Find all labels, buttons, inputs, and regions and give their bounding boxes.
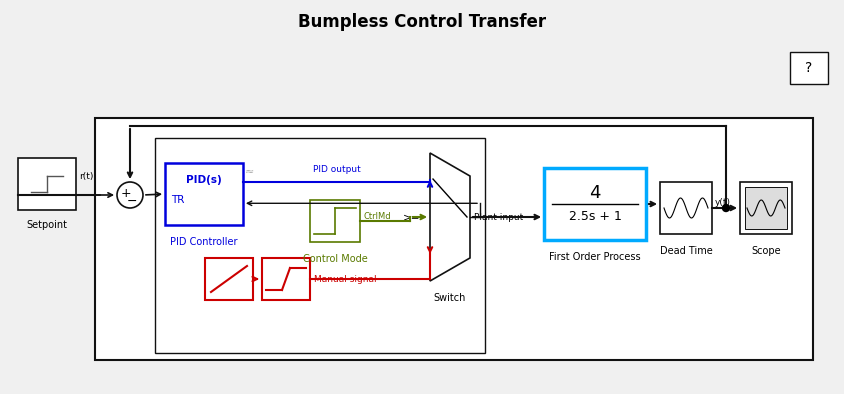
Text: y(t): y(t) — [715, 197, 731, 206]
Circle shape — [722, 204, 729, 212]
Text: PID Controller: PID Controller — [170, 237, 238, 247]
Text: 2.5s + 1: 2.5s + 1 — [569, 210, 621, 223]
Polygon shape — [430, 153, 470, 281]
Bar — [18, 158, 76, 210]
Text: Manual signal: Manual signal — [314, 275, 376, 284]
Bar — [790, 52, 828, 84]
Bar — [310, 200, 360, 242]
Text: Scope: Scope — [751, 246, 781, 256]
Bar — [740, 182, 792, 234]
Text: Control Mode: Control Mode — [303, 254, 367, 264]
Bar — [745, 187, 787, 229]
Circle shape — [117, 182, 143, 208]
Bar — [262, 258, 310, 300]
Bar — [165, 163, 243, 225]
Text: Setpoint: Setpoint — [26, 220, 68, 230]
Bar — [95, 118, 813, 360]
Text: PID output: PID output — [312, 165, 360, 174]
Text: Bumpless Control Transfer: Bumpless Control Transfer — [298, 13, 546, 31]
Text: Switch: Switch — [434, 293, 466, 303]
Text: −: − — [127, 195, 138, 208]
Text: ≈: ≈ — [245, 167, 254, 177]
Text: Plant input: Plant input — [474, 212, 523, 221]
Bar — [205, 258, 253, 300]
Text: 4: 4 — [589, 184, 601, 202]
Text: Dead Time: Dead Time — [660, 246, 712, 256]
Text: >=: >= — [403, 212, 421, 222]
Bar — [155, 138, 485, 353]
Text: r(t): r(t) — [79, 171, 94, 180]
Text: TR: TR — [171, 195, 184, 205]
Text: +: + — [121, 186, 132, 199]
Bar — [544, 168, 646, 240]
Text: CtrlMd: CtrlMd — [364, 212, 392, 221]
Bar — [660, 182, 712, 234]
Text: First Order Process: First Order Process — [549, 252, 641, 262]
Text: ?: ? — [805, 61, 813, 75]
Text: PID(s): PID(s) — [187, 175, 222, 185]
